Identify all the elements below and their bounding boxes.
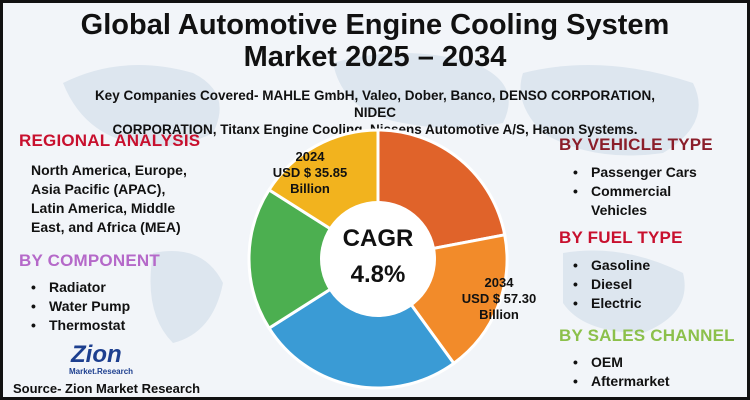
value-2034: 2034 USD $ 57.30 Billion — [449, 275, 549, 323]
list-item: Vehicles — [591, 202, 648, 218]
value-2034-year: 2034 — [484, 275, 514, 290]
page-title: Global Automotive Engine Cooling System … — [3, 9, 747, 73]
cagr-label: CAGR — [342, 225, 414, 252]
market-pie-chart — [247, 128, 509, 390]
title-line-1: Global Automotive Engine Cooling System — [80, 9, 670, 41]
regional-analysis-text: North America, Europe, Asia Pacific (APA… — [31, 161, 236, 237]
value-2024: 2024 USD $ 35.85 Billion — [265, 149, 355, 197]
list-item: Commercial — [571, 182, 697, 201]
region-line: Latin America, Middle — [31, 200, 176, 216]
list-item: Electric — [571, 294, 650, 313]
list-item: Passenger Cars — [571, 163, 697, 182]
sales-channel-list: OEM Aftermarket — [571, 353, 670, 391]
companies-line-1: Key Companies Covered- MAHLE GmbH, Valeo… — [94, 88, 656, 120]
pie-slice — [247, 187, 381, 331]
logo-main-text: Zion — [71, 341, 122, 368]
by-component-heading: BY COMPONENT — [19, 251, 160, 270]
list-item: OEM — [571, 353, 670, 372]
list-item: Aftermarket — [571, 372, 670, 391]
region-line: Asia Pacific (APAC), — [31, 181, 166, 197]
list-item: Radiator — [29, 278, 130, 297]
title-line-2: Market 2025 – 2034 — [243, 41, 507, 73]
value-2024-unit: Billion — [290, 181, 330, 196]
list-item: Gasoline — [571, 256, 650, 275]
region-line: North America, Europe, — [31, 162, 187, 178]
logo-sub-text: Market.Research — [69, 367, 134, 376]
source-text: Source- Zion Market Research — [13, 381, 201, 396]
value-2034-unit: Billion — [479, 307, 519, 322]
value-2024-year: 2024 — [295, 149, 325, 164]
pie-center-hole — [320, 201, 436, 317]
value-2034-amount: USD $ 57.30 — [461, 291, 537, 306]
list-item: Diesel — [571, 275, 650, 294]
vehicle-type-list: Passenger Cars Commercial Vehicles — [571, 163, 697, 220]
list-item: Thermostat — [29, 316, 130, 335]
region-line: East, and Africa (MEA) — [31, 219, 181, 235]
component-list: Radiator Water Pump Thermostat — [29, 278, 130, 335]
regional-analysis-heading: REGIONAL ANALYSIS — [19, 131, 201, 150]
pie-slice — [267, 256, 456, 390]
cagr-value: 4.8% — [350, 261, 406, 288]
zion-logo: Zion Market.Research — [63, 341, 133, 377]
by-vehicle-type-heading: BY VEHICLE TYPE — [559, 135, 713, 154]
by-fuel-type-heading: BY FUEL TYPE — [559, 228, 683, 247]
value-2024-amount: USD $ 35.85 — [272, 165, 348, 180]
fuel-type-list: Gasoline Diesel Electric — [571, 256, 650, 313]
by-sales-channel-heading: BY SALES CHANNEL — [559, 326, 735, 345]
list-item: Water Pump — [29, 297, 130, 316]
